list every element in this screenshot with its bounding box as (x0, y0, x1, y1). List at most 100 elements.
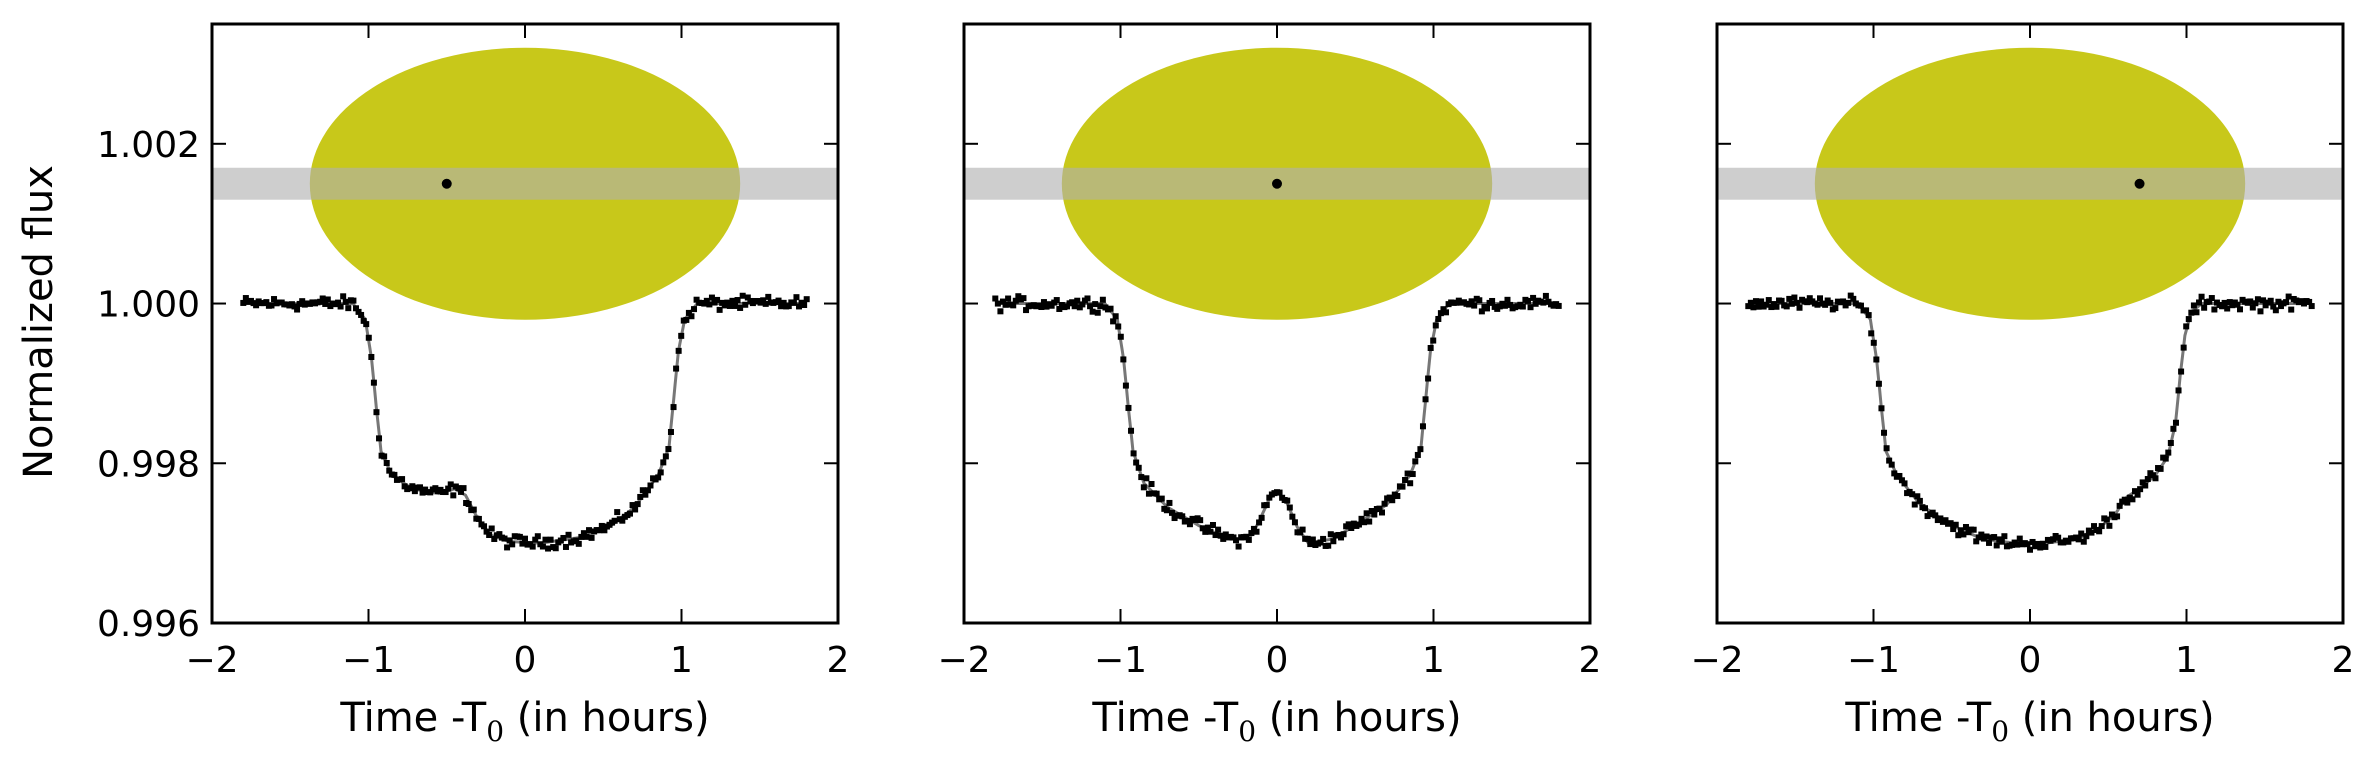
data-point (1752, 298, 1759, 305)
data-point (253, 302, 260, 309)
data-point (1002, 301, 1009, 308)
model-curve (995, 302, 1559, 545)
data-point (529, 543, 536, 550)
x-tick-label: 2 (827, 640, 850, 681)
data-point (1430, 337, 1437, 344)
data-point (1947, 520, 1954, 527)
data-point (1983, 533, 1990, 540)
data-point (706, 301, 713, 308)
panel-right: −2 −1 0 1 2 Time -T0 (in hours) (1690, 22, 2355, 748)
data-point (1389, 497, 1396, 504)
data-point (1437, 310, 1444, 317)
data-point (1097, 303, 1104, 310)
y-tick-label: 1.000 (97, 285, 200, 326)
data-point (1468, 298, 1475, 305)
data-point (992, 295, 999, 302)
data-point (1399, 483, 1406, 490)
data-point (481, 523, 488, 530)
data-point (611, 517, 618, 524)
data-point (1115, 323, 1122, 330)
data-point (562, 543, 569, 550)
data-point (2149, 472, 2156, 479)
x-tick-label: 1 (670, 640, 693, 681)
data-point (1276, 489, 1283, 496)
x-tick-label: −1 (342, 640, 395, 681)
data-point (532, 536, 539, 543)
data-point (1847, 292, 1854, 299)
data-point (1865, 312, 1872, 319)
data-point (2075, 536, 2082, 543)
x-axis-label: Time -T0 (in hours) (1844, 695, 2214, 748)
data-point (455, 485, 462, 492)
data-point (2172, 419, 2179, 426)
data-point (1143, 475, 1150, 482)
data-point (1071, 303, 1078, 310)
data-point (1957, 527, 1964, 534)
data-point (373, 409, 380, 416)
data-point (1299, 526, 1306, 533)
data-point (445, 485, 452, 492)
data-point (1886, 457, 1893, 464)
data-point (1376, 505, 1383, 512)
data-point (457, 488, 464, 495)
model-curve (243, 302, 807, 545)
data-point (685, 309, 692, 316)
data-point (345, 305, 352, 312)
data-point (1320, 535, 1327, 542)
data-point (383, 459, 390, 466)
data-point (724, 299, 731, 306)
data-point (516, 533, 523, 540)
data-point (2249, 304, 2256, 311)
data-point (1765, 297, 1772, 304)
data-point (1857, 302, 1864, 309)
data-point (496, 531, 503, 538)
data-point (762, 300, 769, 307)
data-point (1755, 303, 1762, 310)
spot-marker (1272, 178, 1282, 189)
data-point (509, 541, 516, 548)
data-point (1330, 538, 1337, 545)
data-point (2219, 303, 2226, 310)
data-point (488, 525, 495, 532)
data-point (324, 296, 331, 303)
data-point (1120, 356, 1127, 363)
data-point (2065, 538, 2072, 545)
transit-chord-band (1717, 167, 2343, 200)
data-point (1425, 375, 1432, 382)
data-point (411, 488, 418, 495)
x-tick-label: 1 (1422, 640, 1445, 681)
data-point (601, 527, 608, 534)
data-point (1783, 303, 1790, 310)
data-point (2234, 301, 2241, 308)
data-point (386, 467, 393, 474)
data-point (417, 484, 424, 491)
data-point (1125, 404, 1132, 411)
data-point (560, 534, 567, 541)
data-point (742, 301, 749, 308)
data-point (419, 489, 426, 496)
data-point (716, 306, 723, 313)
data-point (726, 302, 733, 309)
data-point (639, 487, 646, 494)
data-point (2027, 546, 2033, 553)
data-point (670, 404, 677, 411)
data-point (1053, 297, 1060, 304)
data-point (1107, 305, 1114, 312)
data-point (1822, 301, 1829, 308)
x-tick-label: 2 (1579, 640, 1602, 681)
data-point (1317, 539, 1324, 546)
panel-middle: −2 −1 0 1 2 Time -T0 (in hours) (937, 22, 1602, 748)
x-tick-label: 2 (2332, 640, 2355, 681)
data-point (691, 306, 698, 313)
data-point (1366, 518, 1373, 525)
data-point (1911, 501, 1918, 508)
data-point (1991, 534, 1998, 541)
data-point (1089, 308, 1096, 315)
data-point (465, 500, 472, 507)
data-point (368, 353, 375, 360)
data-point (2080, 538, 2087, 545)
data-point (1140, 484, 1147, 491)
data-point (1291, 519, 1298, 526)
data-point (1133, 459, 1140, 466)
data-point (1443, 309, 1450, 316)
